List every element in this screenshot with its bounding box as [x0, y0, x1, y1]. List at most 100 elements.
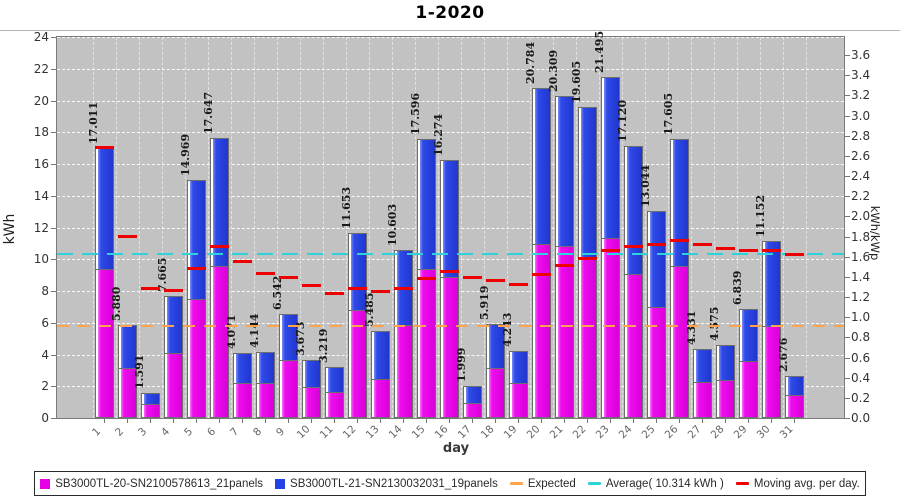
bar-value-label: 4.071	[224, 314, 238, 350]
gridline-vertical	[138, 37, 140, 418]
bar-value-label: 2.676	[776, 337, 790, 372]
moving-avg-segment	[140, 286, 160, 290]
bar-segment-inverter1	[233, 384, 251, 417]
moving-avg-segment	[623, 244, 643, 248]
bar-segment-inverter2	[371, 331, 389, 381]
gridline-vertical	[736, 37, 738, 418]
bar-value-label: 6.839	[730, 270, 744, 306]
y-tick-label-left: 10	[33, 252, 49, 267]
bar-segment-inverter1	[486, 368, 504, 417]
gridline-vertical	[184, 37, 186, 418]
y-tick-mark-right	[845, 135, 850, 137]
y-tick-label-right: 0.4	[851, 370, 871, 385]
bar-day-7	[232, 353, 252, 418]
bar-value-label: 17.647	[201, 91, 215, 134]
bar-day-8	[255, 352, 275, 418]
gridline-vertical	[552, 37, 554, 418]
moving-avg-segment	[738, 249, 758, 253]
moving-avg-segment	[255, 271, 275, 275]
x-tick-mark	[702, 419, 703, 423]
bar-value-label: 13.044	[638, 164, 652, 207]
y-tick-mark-left	[51, 37, 56, 38]
legend-swatch-icon	[275, 478, 286, 489]
bar-segment-inverter1	[187, 299, 205, 417]
gridline-vertical	[759, 37, 761, 418]
y-tick-mark-right	[845, 418, 850, 419]
bar-segment-inverter2	[302, 360, 320, 389]
gridline-vertical	[345, 37, 347, 418]
bar-segment-inverter2	[716, 346, 734, 381]
legend-item-1: SB3000TL-21-SN2130032031_19panels	[275, 478, 498, 490]
y-tick-mark-right	[845, 196, 850, 198]
bar-value-label: 4.575	[707, 306, 721, 342]
gridline-vertical	[644, 37, 646, 418]
bar-segment-inverter2	[233, 354, 251, 385]
y-tick-label-left: 2	[41, 379, 49, 394]
moving-avg-segment	[600, 249, 620, 253]
y-tick-label-left: 12	[33, 220, 49, 235]
bar-value-label: 5.485	[362, 292, 376, 327]
y-tick-mark-right	[845, 55, 850, 57]
bar-day-11	[324, 366, 344, 418]
bar-segment-inverter2	[555, 96, 573, 247]
y-tick-label-left: 18	[33, 125, 49, 140]
moving-avg-segment	[163, 288, 183, 292]
bar-value-label: 1.999	[454, 347, 468, 383]
bar-segment-inverter2	[95, 148, 113, 271]
bar-value-label: 20.784	[523, 41, 537, 85]
legend-item-2: Expected	[509, 478, 576, 490]
gridline-vertical	[207, 37, 209, 418]
bar-value-label: 5.880	[109, 286, 123, 321]
bar-day-29	[738, 309, 758, 418]
y-tick-label-right: 1.0	[851, 310, 871, 325]
legend-swatch-icon	[509, 482, 523, 485]
x-tick-mark	[334, 419, 335, 423]
bar-day-19	[508, 350, 528, 418]
y-tick-label-left: 14	[33, 188, 49, 203]
bar-segment-inverter1	[762, 327, 780, 417]
bar-value-label: 20.309	[546, 49, 560, 92]
bar-segment-inverter2	[141, 393, 159, 406]
x-axis-label: day	[442, 441, 470, 456]
x-tick-mark	[564, 419, 565, 423]
title-divider	[0, 30, 900, 31]
y-tick-label-right: 0.6	[851, 350, 871, 365]
moving-avg-segment	[692, 243, 712, 247]
x-tick-mark	[403, 419, 404, 423]
x-tick-mark	[610, 419, 611, 423]
moving-avg-segment	[761, 248, 781, 252]
bar-segment-inverter2	[187, 181, 205, 300]
x-tick-mark	[633, 419, 634, 423]
bar-day-20	[531, 88, 551, 418]
y-tick-mark-right	[845, 276, 850, 278]
gridline-vertical	[483, 37, 485, 418]
bar-segment-inverter1	[440, 277, 458, 417]
moving-avg-segment	[370, 290, 390, 294]
y-tick-label-right: 3.0	[851, 108, 871, 123]
gridline-vertical	[115, 37, 117, 418]
y-tick-mark-right	[845, 397, 850, 399]
bar-value-label: 4.331	[684, 310, 698, 346]
y-tick-mark-right	[845, 317, 850, 319]
legend-label: Moving avg. per day.	[753, 477, 860, 490]
x-tick-mark	[311, 419, 312, 423]
bar-segment-inverter2	[624, 147, 642, 275]
bar-segment-inverter2	[670, 139, 688, 267]
gridline-vertical	[391, 37, 393, 418]
bar-segment-inverter2	[647, 211, 665, 309]
bar-segment-inverter1	[693, 382, 711, 417]
moving-avg-segment	[508, 282, 528, 286]
y-tick-label-right: 3.4	[851, 68, 871, 83]
moving-avg-segment	[577, 257, 597, 261]
moving-avg-segment	[94, 146, 114, 150]
gridline-vertical	[276, 37, 278, 418]
legend-label: Average( 10.314 kWh )	[605, 477, 724, 490]
bar-segment-inverter1	[141, 405, 159, 417]
bar-segment-inverter2	[325, 367, 343, 393]
gridline-horizontal	[57, 68, 844, 70]
y-tick-label-left: 22	[33, 61, 49, 76]
gridline-vertical	[92, 37, 94, 418]
y-tick-label-left: 20	[33, 93, 49, 108]
y-tick-mark-right	[845, 176, 850, 178]
x-tick-mark	[794, 419, 795, 423]
